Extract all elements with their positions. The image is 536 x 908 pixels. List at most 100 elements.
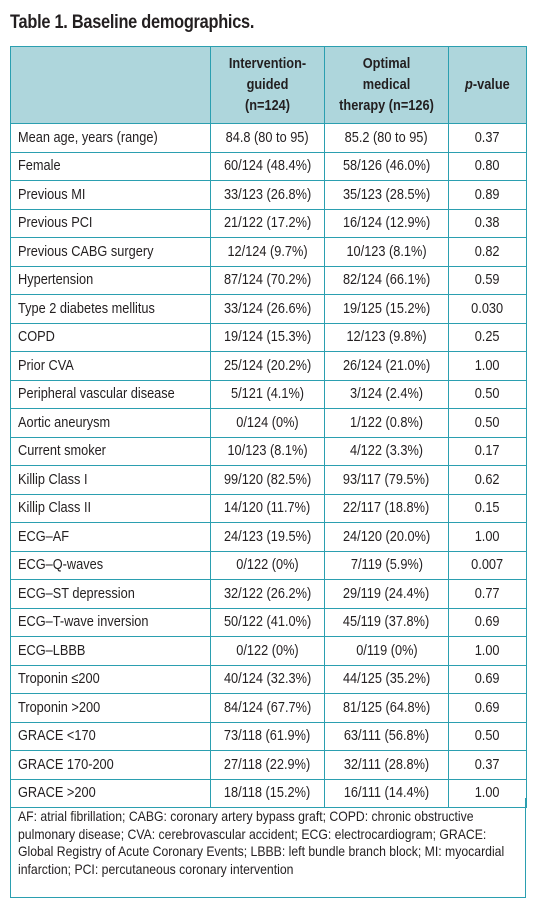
p-value-cell: 0.62 [448,465,527,495]
p-value-cell: 0.69 [448,693,527,723]
value-cell: 1/122 (0.8%) [324,408,449,438]
table-row: Prior CVA 25/124 (20.2%) 26/124 (21.0%) 1.0… [10,351,527,381]
header-omt: Optimal medical therapy (n=126) [324,46,449,124]
table-row: ECG–AF 24/123 (19.5%) 24/120 (20.0%) 1.00 [10,522,527,552]
table-row: ECG–Q-waves 0/122 (0%) 7/119 (5.9%) 0.007 [10,550,527,580]
row-label: Troponin ≤200 [10,664,211,694]
table-title: Table 1. Baseline demographics. [10,12,255,33]
p-value-cell: 0.17 [448,436,527,466]
p-value-cell: 0.25 [448,322,527,352]
row-label: Killip Class I [10,465,211,495]
value-cell: 14/120 (11.7%) [210,493,325,523]
table-row: Previous PCI 21/122 (17.2%) 16/124 (12.9%)… [10,208,527,238]
table-row: Female 60/124 (48.4%) 58/126 (46.0%) 0.80 [10,151,527,181]
value-cell: 18/118 (15.2%) [210,778,325,808]
value-cell: 24/120 (20.0%) [324,522,449,552]
value-cell: 33/123 (26.8%) [210,180,325,210]
table-row: Mean age, years (range) 84.8 (80 to 95) 85… [10,123,527,153]
value-cell: 82/124 (66.1%) [324,265,449,295]
table-row: GRACE >200 18/118 (15.2%) 16/111 (14.4%) 1.… [10,778,527,808]
p-value-cell: 0.50 [448,379,527,409]
row-label: COPD [10,322,211,352]
table-header-row: Intervention-guided (n=124) Optimal medi… [10,46,527,124]
value-cell: 24/123 (19.5%) [210,522,325,552]
value-cell: 25/124 (20.2%) [210,351,325,381]
value-cell: 60/124 (48.4%) [210,151,325,181]
table-row: GRACE 170-200 27/118 (22.9%) 32/111 (28.8%… [10,750,527,780]
row-label: Current smoker [10,436,211,466]
value-cell: 32/122 (26.2%) [210,579,325,609]
value-cell: 16/124 (12.9%) [324,208,449,238]
table-row: Current smoker 10/123 (8.1%) 4/122 (3.3%) 0… [10,436,527,466]
table-row: ECG–LBBB 0/122 (0%) 0/119 (0%) 1.00 [10,636,527,666]
p-value-cell: 0.69 [448,664,527,694]
row-label: Previous PCI [10,208,211,238]
value-cell: 29/119 (24.4%) [324,579,449,609]
p-value-cell: 0.007 [448,550,527,580]
p-value-cell: 0.37 [448,123,527,153]
table-row: ECG–T-wave inversion 50/122 (41.0%) 45/119… [10,607,527,637]
value-cell: 22/117 (18.8%) [324,493,449,523]
p-value-cell: 0.15 [448,493,527,523]
table-row: COPD 19/124 (15.3%) 12/123 (9.8%) 0.25 [10,322,527,352]
table-row: Type 2 diabetes mellitus 33/124 (26.6%) 19… [10,294,527,324]
value-cell: 35/123 (28.5%) [324,180,449,210]
value-cell: 27/118 (22.9%) [210,750,325,780]
table-row: Previous MI 33/123 (26.8%) 35/123 (28.5%) 0… [10,180,527,210]
value-cell: 26/124 (21.0%) [324,351,449,381]
p-value-cell: 0.37 [448,750,527,780]
value-cell: 3/124 (2.4%) [324,379,449,409]
value-cell: 10/123 (8.1%) [324,237,449,267]
p-value-cell: 1.00 [448,636,527,666]
table-footnote: AF: atrial fibrillation; CABG: coronary … [10,798,526,898]
row-label: Mean age, years (range) [10,123,211,153]
table-row: Killip Class I 99/120 (82.5%) 93/117 (79.5… [10,465,527,495]
value-cell: 4/122 (3.3%) [324,436,449,466]
value-cell: 0/124 (0%) [210,408,325,438]
row-label: Female [10,151,211,181]
header-p-value: p-value [448,46,527,124]
row-label: Peripheral vascular disease [10,379,211,409]
value-cell: 12/123 (9.8%) [324,322,449,352]
header-label [10,46,211,124]
p-value-cell: 0.82 [448,237,527,267]
p-value-cell: 1.00 [448,351,527,381]
row-label: ECG–LBBB [10,636,211,666]
value-cell: 73/118 (61.9%) [210,721,325,751]
row-label: GRACE 170-200 [10,750,211,780]
value-cell: 45/119 (37.8%) [324,607,449,637]
value-cell: 0/122 (0%) [210,550,325,580]
row-label: Prior CVA [10,351,211,381]
row-label: Previous MI [10,180,211,210]
value-cell: 32/111 (28.8%) [324,750,449,780]
row-label: Killip Class II [10,493,211,523]
table-row: Peripheral vascular disease 5/121 (4.1%) 3… [10,379,527,409]
p-value-cell: 0.89 [448,180,527,210]
value-cell: 99/120 (82.5%) [210,465,325,495]
row-label: Hypertension [10,265,211,295]
row-label: ECG–AF [10,522,211,552]
p-value-cell: 0.030 [448,294,527,324]
row-label: Troponin >200 [10,693,211,723]
row-label: Previous CABG surgery [10,237,211,267]
value-cell: 87/124 (70.2%) [210,265,325,295]
p-value-cell: 0.50 [448,721,527,751]
value-cell: 44/125 (35.2%) [324,664,449,694]
row-label: ECG–ST depression [10,579,211,609]
value-cell: 63/111 (56.8%) [324,721,449,751]
row-label: ECG–T-wave inversion [10,607,211,637]
p-value-cell: 0.80 [448,151,527,181]
p-value-cell: 1.00 [448,778,527,808]
demographics-table: Intervention-guided (n=124) Optimal medi… [10,46,527,808]
row-label: GRACE <170 [10,721,211,751]
p-value-cell: 0.77 [448,579,527,609]
value-cell: 84/124 (67.7%) [210,693,325,723]
table-row: Previous CABG surgery 12/124 (9.7%) 10/123… [10,237,527,267]
value-cell: 40/124 (32.3%) [210,664,325,694]
p-value-cell: 1.00 [448,522,527,552]
value-cell: 21/122 (17.2%) [210,208,325,238]
table-row: Troponin >200 84/124 (67.7%) 81/125 (64.8%… [10,693,527,723]
value-cell: 5/121 (4.1%) [210,379,325,409]
table-row: Troponin ≤200 40/124 (32.3%) 44/125 (35.2%… [10,664,527,694]
